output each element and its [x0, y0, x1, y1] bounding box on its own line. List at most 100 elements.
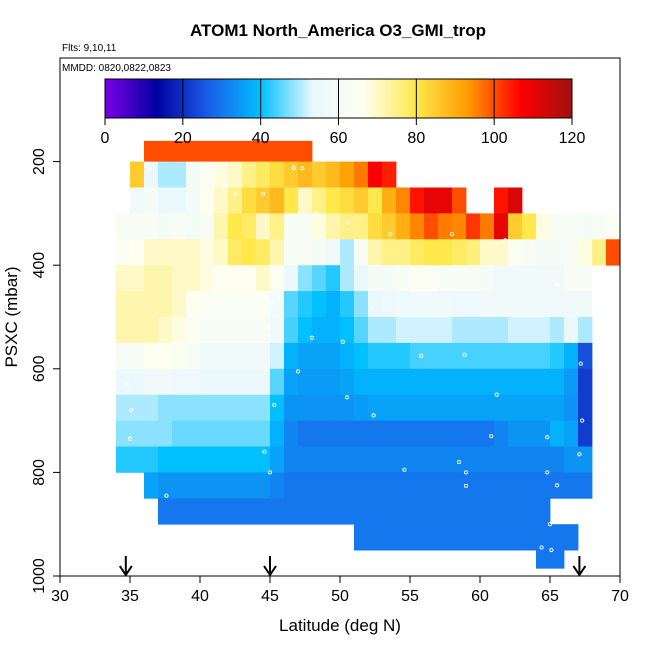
heatmap-cell: [424, 265, 439, 292]
x-tick-label: 60: [471, 588, 489, 605]
heatmap-cell: [536, 394, 551, 421]
heatmap-cell: [158, 265, 173, 292]
heatmap-cell: [270, 446, 285, 473]
heatmap-cell: [536, 265, 551, 292]
flight-track-marker: [388, 232, 393, 237]
heatmap-cell: [480, 265, 495, 292]
heatmap-cell: [368, 368, 383, 396]
heatmap-cell: [466, 291, 481, 318]
flight-track-marker: [449, 232, 455, 237]
heatmap-cell: [228, 446, 243, 473]
heatmap-cell: [228, 420, 243, 447]
heatmap-cell: [368, 446, 383, 473]
heatmap-cell: [382, 187, 397, 214]
heatmap-cell: [424, 291, 439, 318]
heatmap-cell: [536, 524, 551, 551]
heatmap-cell: [466, 239, 481, 266]
heatmap-cell: [564, 524, 579, 551]
heatmap-cell: [228, 498, 243, 525]
heatmap-cell: [340, 472, 355, 499]
heatmap-cell: [116, 368, 131, 396]
heatmap-cell: [522, 524, 537, 551]
flight-track-marker: [489, 434, 494, 439]
heatmap-cell: [410, 291, 425, 318]
heatmap-cell: [200, 342, 215, 370]
heatmap-cell: [116, 265, 131, 292]
heatmap-cell: [214, 187, 229, 214]
heatmap-cell: [186, 291, 201, 318]
heatmap-cell: [508, 394, 523, 421]
heatmap-cell: [326, 317, 341, 344]
heatmap-cell: [368, 420, 383, 447]
heatmap-cell: [368, 291, 383, 318]
heatmap-cell: [480, 317, 495, 344]
heatmap-cell: [284, 368, 299, 396]
heatmap-cell: [214, 239, 229, 266]
heatmap-cell: [424, 187, 439, 214]
heatmap-cell: [606, 213, 621, 240]
heatmap-cell: [564, 317, 579, 344]
heatmap-cell: [172, 213, 187, 240]
flight-track-marker: [545, 470, 550, 475]
heatmap-cell: [396, 187, 411, 214]
heatmap-cell: [284, 317, 299, 344]
flight-track-marker: [269, 299, 274, 304]
heatmap-cell: [550, 550, 565, 569]
heatmap-cell: [270, 472, 285, 499]
heatmap-cell: [158, 239, 173, 266]
flight-track-marker: [272, 403, 277, 408]
heatmap-cell: [508, 446, 523, 473]
flight-track-marker: [144, 162, 149, 167]
flight-track-marker: [211, 170, 217, 176]
heatmap-cell: [144, 291, 159, 318]
heatmap-cell: [592, 213, 607, 240]
heatmap-cell: [256, 239, 271, 266]
heatmap-cell: [368, 317, 383, 344]
heatmap-cell: [466, 213, 481, 240]
heatmap-cell: [354, 394, 369, 421]
heatmap-cell: [242, 342, 257, 370]
heatmap-cell: [242, 161, 257, 188]
heatmap-cell: [340, 291, 355, 318]
heatmap-cell: [494, 291, 509, 318]
heatmap-cell: [382, 446, 397, 473]
flight-track-marker: [419, 353, 424, 358]
heatmap-cell: [550, 420, 565, 447]
heatmap-cell: [340, 498, 355, 525]
heatmap-cell: [242, 472, 257, 499]
heatmap-cell: [228, 239, 243, 266]
heatmap-cell: [172, 161, 187, 188]
heatmap-cell: [354, 213, 369, 240]
heatmap-cell: [130, 291, 145, 318]
y-axis-label: PSXC (mbar): [2, 266, 21, 367]
heatmap-cell: [438, 472, 453, 499]
heatmap-cell: [270, 291, 285, 318]
heatmap-cell: [396, 524, 411, 551]
heatmap-cell: [424, 368, 439, 396]
heatmap-cell: [312, 291, 327, 318]
colorbar-tick-label: 80: [407, 130, 425, 147]
heatmap-cell: [284, 187, 299, 214]
heatmap-cell: [564, 239, 579, 266]
heatmap-cell: [186, 239, 201, 266]
colorbar-tick-label: 60: [330, 130, 348, 147]
heatmap-cell: [214, 472, 229, 499]
heatmap-cell: [480, 239, 495, 266]
heatmap-cell: [270, 265, 285, 292]
heatmap-cell: [228, 317, 243, 344]
heatmap-cell: [172, 420, 187, 447]
heatmap-cell: [326, 187, 341, 214]
heatmap-cell: [214, 420, 229, 447]
heatmap-cell: [186, 446, 201, 473]
flight-track-marker: [223, 184, 228, 189]
heatmap-cell: [200, 213, 215, 240]
heatmap-cell: [466, 394, 481, 421]
heatmap-cell: [284, 239, 299, 266]
heatmap-cell: [382, 498, 397, 525]
heatmap-cell: [144, 394, 159, 421]
heatmap-cell: [200, 472, 215, 499]
heatmap-cell: [522, 394, 537, 421]
heatmap-cell: [158, 472, 173, 499]
heatmap-cell: [480, 472, 495, 499]
heatmap-cell: [410, 342, 425, 370]
